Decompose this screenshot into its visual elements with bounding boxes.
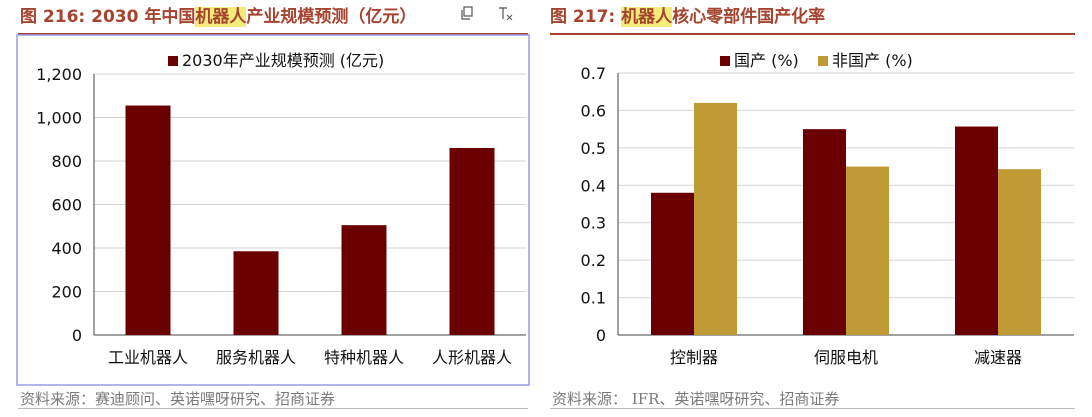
right-source-rule [550, 408, 1075, 409]
left-chart-xtick-label: 特种机器人 [324, 348, 404, 367]
right-chart-bar [694, 102, 737, 335]
left-chart-bar [125, 105, 171, 335]
right-chart-bar [651, 192, 694, 335]
left-chart-legend-label: 2030年产业规模预测 (亿元) [182, 51, 384, 70]
right-chart-bar [846, 166, 889, 335]
right-chart-ytick-label: 0.4 [581, 176, 606, 195]
left-bar-chart: 0 200 400 600 800 1,000 1,200 工业机器人 服务机器人 特种机器人 人形… [16, 34, 530, 386]
right-chart-xtick-label: 减速器 [974, 348, 1022, 367]
left-chart-legend-swatch [168, 56, 178, 66]
text-cursor-icon[interactable] [498, 6, 514, 26]
right-title-rule [550, 33, 1075, 35]
right-chart-legend-swatch [818, 56, 828, 66]
left-figure-title: 图 216: 2030 年中国机器人产业规模预测（亿元） [20, 2, 416, 27]
left-chart-bar [233, 251, 279, 335]
right-chart-ytick-label: 0 [596, 326, 606, 345]
right-chart-ytick-label: 0.3 [581, 214, 606, 233]
left-chart-ytick-label: 400 [51, 239, 82, 258]
left-source-note: 资料来源：赛迪顾问、英诺嘿呀研究、招商证券 [20, 390, 336, 408]
left-chart-ytick-label: 1,200 [36, 65, 82, 84]
right-chart-ytick-label: 0.6 [581, 101, 606, 120]
right-chart-legend-swatch [720, 56, 730, 66]
left-title-rule [18, 33, 528, 35]
copy-icon[interactable] [460, 6, 474, 24]
right-figure-title: 图 217: 机器人核心零部件国产化率 [550, 2, 825, 27]
left-chart-frame [16, 34, 530, 386]
right-title-highlight: 机器人 [621, 7, 673, 27]
left-source-rule [18, 408, 528, 409]
right-chart-ytick-label: 0.1 [581, 289, 606, 308]
right-chart-ytick-label: 0.2 [581, 251, 606, 270]
right-chart-legend-label: 国产 (%) [734, 51, 799, 70]
left-chart-bar [449, 147, 495, 335]
left-chart-xtick-label: 服务机器人 [216, 348, 296, 367]
right-chart-ytick-label: 0.7 [581, 64, 606, 83]
left-chart-ytick-label: 0 [72, 326, 82, 345]
right-chart-bar [803, 129, 846, 335]
left-chart-ytick-label: 600 [51, 196, 82, 215]
left-chart-xtick-label: 人形机器人 [432, 348, 512, 367]
right-figure-number: 图 217: [550, 7, 616, 27]
left-title-highlight: 机器人 [195, 7, 247, 27]
right-chart-xtick-label: 控制器 [670, 348, 718, 367]
right-bar-chart: 0 0.1 0.2 0.3 0.4 0.5 0.6 0.7 控制器 伺服电机 减速器 国产 (%) 非国… [581, 51, 1074, 367]
left-chart-bar [341, 225, 387, 335]
left-chart-ytick-label: 200 [51, 283, 82, 302]
left-figure-number: 图 216: [20, 7, 86, 27]
left-chart-ytick-label: 1,000 [36, 109, 82, 128]
right-chart-ytick-label: 0.5 [581, 139, 606, 158]
right-source-note: 资料来源： IFR、英诺嘿呀研究、招商证券 [552, 390, 840, 408]
right-chart-legend-label: 非国产 (%) [832, 51, 913, 70]
left-title-post: 产业规模预测（亿元） [246, 7, 417, 27]
right-chart-bar [955, 126, 998, 335]
right-chart-xtick-label: 伺服电机 [814, 348, 878, 367]
left-chart-ytick-label: 800 [51, 152, 82, 171]
left-chart-xtick-label: 工业机器人 [108, 348, 188, 367]
right-title-post: 核心零部件国产化率 [672, 7, 826, 27]
left-title-pre: 2030 年中国 [91, 7, 196, 27]
right-chart-bar [998, 169, 1041, 335]
